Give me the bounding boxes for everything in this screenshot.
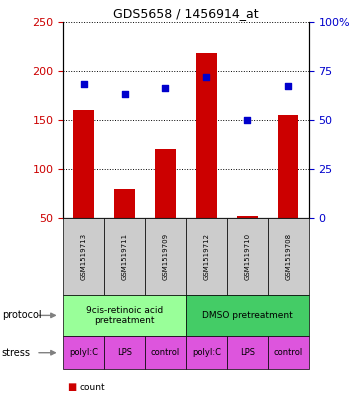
- Point: [244, 117, 250, 123]
- Text: control: control: [151, 348, 180, 357]
- Text: control: control: [274, 348, 303, 357]
- Bar: [237, 216, 257, 218]
- Text: LPS: LPS: [240, 348, 255, 357]
- Bar: [196, 53, 217, 218]
- Text: count: count: [79, 383, 105, 391]
- Bar: [155, 149, 176, 218]
- Text: stress: stress: [2, 348, 31, 358]
- Point: [162, 85, 168, 92]
- Text: ■: ■: [67, 382, 76, 392]
- Text: GSM1519709: GSM1519709: [162, 233, 169, 280]
- Bar: [278, 115, 299, 218]
- Point: [204, 73, 209, 80]
- Point: [285, 83, 291, 90]
- Bar: [73, 110, 94, 218]
- Text: GSM1519710: GSM1519710: [244, 233, 250, 280]
- Text: GSM1519712: GSM1519712: [203, 233, 209, 280]
- Point: [81, 81, 87, 88]
- Text: GSM1519711: GSM1519711: [122, 233, 127, 280]
- Bar: [114, 189, 135, 218]
- Text: polyI:C: polyI:C: [69, 348, 98, 357]
- Text: protocol: protocol: [2, 310, 42, 320]
- Text: GSM1519713: GSM1519713: [81, 233, 87, 280]
- Text: LPS: LPS: [117, 348, 132, 357]
- Text: 9cis-retinoic acid
pretreatment: 9cis-retinoic acid pretreatment: [86, 306, 163, 325]
- Point: [122, 91, 127, 97]
- Title: GDS5658 / 1456914_at: GDS5658 / 1456914_at: [113, 7, 259, 20]
- Text: GSM1519708: GSM1519708: [285, 233, 291, 280]
- Text: polyI:C: polyI:C: [192, 348, 221, 357]
- Text: DMSO pretreatment: DMSO pretreatment: [202, 311, 293, 320]
